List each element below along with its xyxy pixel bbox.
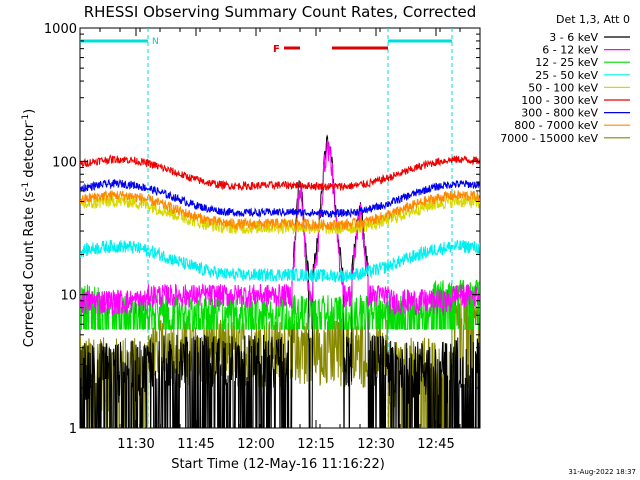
x-tick-label: 12:15 xyxy=(297,437,334,452)
y-axis-label-end: ) xyxy=(22,109,37,114)
series-line-s6 xyxy=(80,153,480,192)
series-line-s9 xyxy=(80,297,480,428)
x-tick-label: 12:45 xyxy=(417,437,454,452)
legend-entry-s8: 800 - 7000 keV xyxy=(514,119,630,132)
series-line-s4 xyxy=(80,239,480,283)
y-axis-label: Corrected Count Rate (s-1 detector-1) xyxy=(21,109,37,347)
y-tick-label: 1 xyxy=(69,422,77,437)
x-axis: 11:30 11:45 12:00 12:15 12:30 12:45 xyxy=(79,28,481,452)
y-axis-label-sup1: -1 xyxy=(21,182,31,191)
x-tick-label: 11:30 xyxy=(117,437,154,452)
legend-label: 25 - 50 keV xyxy=(535,69,598,82)
legend-title: Det 1,3, Att 0 xyxy=(556,13,630,26)
legend-entry-s1: 3 - 6 keV xyxy=(549,31,630,44)
chart-title: RHESSI Observing Summary Count Rates, Co… xyxy=(84,3,477,21)
legend-entry-s2: 6 - 12 keV xyxy=(542,44,630,57)
legend-label: 100 - 300 keV xyxy=(521,94,598,107)
legend-label: 12 - 25 keV xyxy=(535,56,598,69)
timestamp: 31-Aug-2022 18:37 xyxy=(568,468,636,476)
legend-entry-s5: 50 - 100 keV xyxy=(528,81,630,94)
legend-entry-s3: 12 - 25 keV xyxy=(535,56,630,69)
series-line-s1 xyxy=(80,134,480,428)
y-tick-label: 1000 xyxy=(44,22,77,37)
x-tick-label: 12:00 xyxy=(237,437,274,452)
series-line-s2 xyxy=(80,139,480,317)
y-tick-label: 100 xyxy=(52,155,77,170)
legend-entry-s9: 7000 - 15000 keV xyxy=(500,132,630,145)
legend-entry-s7: 300 - 800 keV xyxy=(521,107,630,120)
y-axis-label-main: Corrected Count Rate (s xyxy=(22,191,37,348)
y-axis-label-mid: detector xyxy=(22,122,37,182)
legend-entry-s6: 100 - 300 keV xyxy=(521,94,630,107)
legend-label: 6 - 12 keV xyxy=(542,44,598,57)
plot-area: NF xyxy=(80,28,480,428)
legend-label: 7000 - 15000 keV xyxy=(500,132,598,145)
night-label: N xyxy=(152,37,159,47)
series-line-s8 xyxy=(80,189,480,231)
flare-label: F xyxy=(273,44,280,55)
y-axis: 1 10 100 1000 xyxy=(44,22,480,437)
legend-entry-s4: 25 - 50 keV xyxy=(535,69,630,82)
legend-label: 50 - 100 keV xyxy=(528,81,598,94)
series-line-s7 xyxy=(80,178,480,219)
x-tick-label: 11:45 xyxy=(177,437,214,452)
legend-label: 800 - 7000 keV xyxy=(514,119,598,132)
y-tick-label: 10 xyxy=(60,289,77,304)
y-axis-label-sup2: -1 xyxy=(21,114,31,123)
legend-label: 300 - 800 keV xyxy=(521,107,598,120)
x-axis-label: Start Time (12-May-16 11:16:22) xyxy=(171,457,385,472)
legend-label: 3 - 6 keV xyxy=(549,31,598,44)
x-tick-label: 12:30 xyxy=(357,437,394,452)
